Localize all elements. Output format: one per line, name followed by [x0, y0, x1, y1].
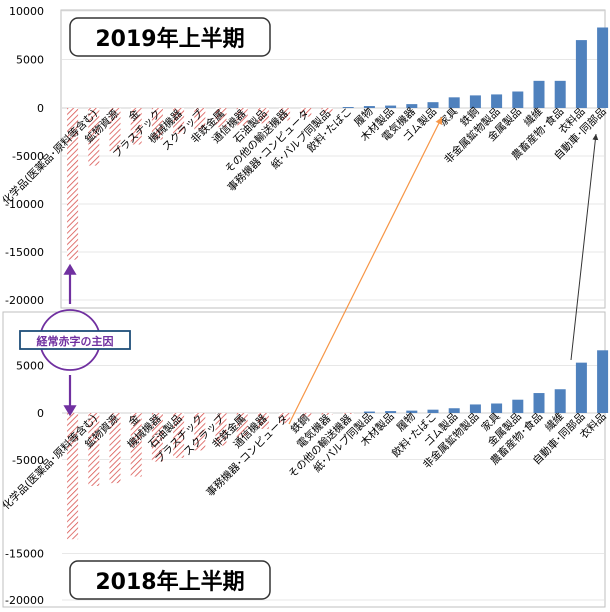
callout-main-cause: 経常赤字の主因 [19, 263, 131, 417]
bar [279, 108, 291, 121]
bar [67, 413, 79, 540]
y-tick-label: 5000 [16, 54, 44, 67]
y-tick-label: 5000 [16, 360, 44, 373]
y-tick-label: 10000 [9, 5, 44, 18]
bar [173, 108, 185, 134]
bar [130, 108, 142, 145]
bar [257, 413, 269, 429]
arrow-auto-shift [570, 133, 599, 361]
y-tick-label: -15000 [5, 246, 44, 259]
bar [151, 108, 163, 140]
bar [363, 106, 375, 108]
title-box-2018: 2018年上半期 [69, 560, 271, 600]
bar [215, 108, 227, 128]
bar [385, 105, 397, 108]
bar [342, 413, 354, 414]
bar [491, 94, 503, 108]
bar [533, 80, 545, 108]
y-tick-label: -5000 [12, 454, 44, 467]
title-2019: 2019年上半期 [95, 26, 244, 52]
bar [597, 27, 609, 109]
bar [512, 399, 524, 413]
bar [406, 410, 418, 413]
bar [491, 403, 503, 413]
bar [342, 107, 354, 108]
bar [236, 413, 248, 438]
y-tick-label: -20000 [5, 294, 44, 307]
bar [300, 413, 312, 417]
y-tick-label: -5000 [12, 150, 44, 163]
bar [533, 393, 545, 413]
y-tick-label: -10000 [5, 198, 44, 211]
bar [151, 413, 163, 462]
bar [469, 404, 481, 413]
callout-box [19, 330, 131, 350]
bar [554, 389, 566, 413]
y-tick-label: -20000 [5, 594, 44, 607]
bar [469, 95, 481, 108]
bar [448, 408, 460, 413]
bar [194, 413, 206, 451]
y-tick-label: 0 [37, 407, 44, 420]
bar [109, 413, 121, 484]
bar [363, 411, 375, 413]
panel-2019-frame [60, 9, 606, 309]
bar [321, 108, 333, 113]
panel-2018-frame [2, 311, 606, 608]
y-tick-label: -15000 [5, 547, 44, 560]
bar [321, 413, 333, 415]
bar [406, 104, 418, 108]
arrow-tekko-shift [288, 116, 443, 425]
bar [575, 362, 587, 413]
bar [67, 108, 79, 260]
bar [88, 108, 100, 166]
bar [130, 413, 142, 477]
bar [427, 102, 439, 108]
bar [109, 108, 121, 152]
bar [88, 413, 100, 486]
callout-text: 経常赤字の主因 [37, 334, 114, 348]
bar [173, 413, 185, 458]
bar [385, 411, 397, 413]
bar [448, 97, 460, 108]
bar [575, 40, 587, 108]
bar [257, 108, 269, 124]
bar [236, 108, 248, 126]
bar [512, 91, 524, 108]
y-tick-label: 0 [37, 102, 44, 115]
title-2018: 2018年上半期 [95, 569, 244, 595]
bar [194, 108, 206, 131]
bar [279, 413, 291, 424]
bar [300, 108, 312, 117]
bar [215, 413, 227, 446]
title-box-2019: 2019年上半期 [69, 17, 271, 57]
bar [554, 80, 566, 108]
bar [597, 350, 609, 413]
bar [427, 409, 439, 413]
